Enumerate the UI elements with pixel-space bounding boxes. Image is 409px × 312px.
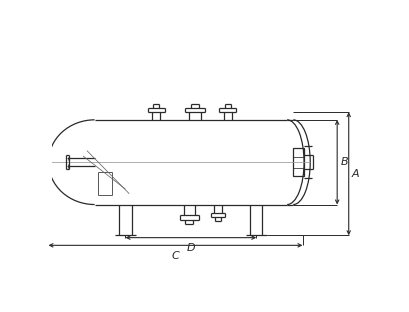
Text: A: A [351,169,359,179]
Text: D: D [186,243,195,253]
Text: B: B [339,157,347,167]
Bar [292,148,303,176]
Text: C: C [171,251,179,261]
